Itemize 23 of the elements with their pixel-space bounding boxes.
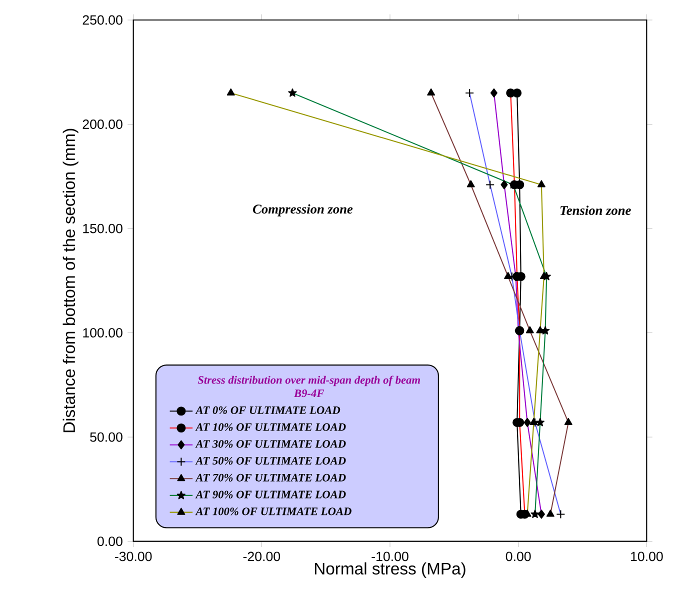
legend-label: AT 90% OF ULTIMATE LOAD (195, 490, 346, 498)
x-tick-label: -10.00 (372, 552, 408, 562)
y-tick-label: 0.00 (98, 536, 122, 546)
legend-label: AT 30% OF ULTIMATE LOAD (195, 440, 346, 448)
y-tick-label: 50.00 (90, 432, 122, 442)
legend-label: AT 50% OF ULTIMATE LOAD (195, 456, 346, 465)
y-axis-title: Distance from bottom of the section (mm) (62, 128, 78, 432)
legend-label: AT 70% OF ULTIMATE LOAD (195, 474, 346, 482)
y-tick-label: 250.00 (82, 15, 122, 25)
y-tick-label: 200.00 (82, 120, 122, 129)
legend-label: AT 10% OF ULTIMATE LOAD (195, 423, 346, 431)
legend-title: Stress distribution over mid-span depth of beam B9-4F (198, 376, 420, 398)
x-axis-title: Normal stress (MPa) (314, 562, 466, 578)
y-tick-label: 100.00 (83, 328, 122, 338)
x-tick-label: 0.00 (506, 552, 531, 562)
x-tick-label: -30.00 (115, 552, 152, 562)
y-tick-label: 150.00 (83, 224, 122, 234)
x-tick-label: 10.00 (631, 552, 663, 562)
legend-label: AT 0% OF ULTIMATE LOAD (195, 406, 340, 414)
annotation: Compression zone (253, 204, 353, 216)
x-tick-label: -20.00 (243, 552, 280, 562)
legend-label: AT 100% OF ULTIMATE LOAD (195, 508, 352, 516)
annotation: Tension zone (560, 206, 631, 215)
